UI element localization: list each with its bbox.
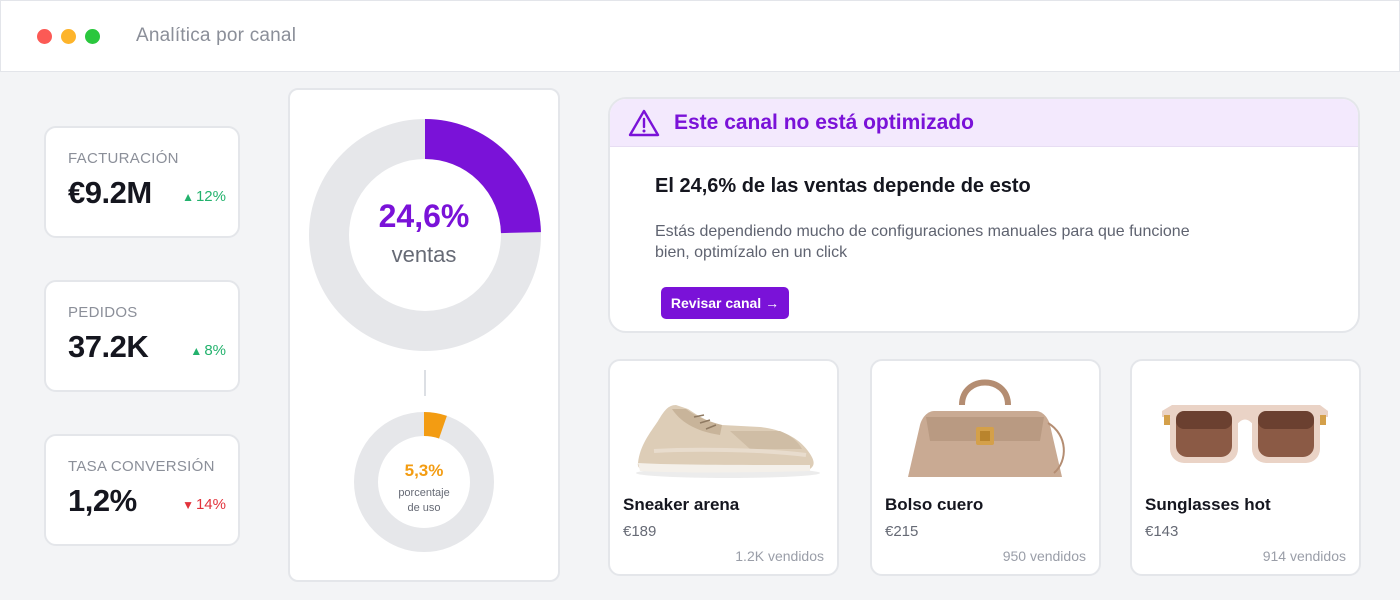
alert-subtitle: El 24,6% de las ventas depende de esto xyxy=(655,175,1031,197)
product-sold-count: 914 vendidos xyxy=(1262,548,1346,564)
kpi-label: PEDIDOS xyxy=(68,304,138,321)
channel-share-panel: 24,6% ventas 5,3% porcentaje de uso xyxy=(288,88,560,582)
product-card-sneaker[interactable]: Sneaker arena €189 1.2K vendidos xyxy=(608,359,839,576)
product-name: Bolso cuero xyxy=(885,495,984,514)
product-price: €189 xyxy=(623,523,657,540)
kpi-card-facturacion[interactable]: FACTURACIÓN €9.2M ▲ 12% xyxy=(44,126,240,238)
optimization-alert-card: Este canal no está optimizado El 24,6% d… xyxy=(608,97,1360,333)
window-controls xyxy=(37,28,100,44)
product-sold-count: 1.2K vendidos xyxy=(735,548,824,564)
kpi-label: TASA CONVERSIÓN xyxy=(68,458,215,475)
alert-body: Estás dependiendo mucho de configuracion… xyxy=(655,223,1190,261)
kpi-card-tasa-conversion[interactable]: TASA CONVERSIÓN 1,2% ▼ 14% xyxy=(44,434,240,546)
product-name: Sneaker arena xyxy=(623,495,740,514)
warning-triangle-icon xyxy=(628,107,660,139)
donut-charts xyxy=(309,119,541,552)
product-card-bolso[interactable]: Bolso cuero €215 950 vendidos xyxy=(870,359,1101,576)
kpi-value: 37.2K xyxy=(68,329,149,364)
alert-title: Este canal no está optimizado xyxy=(674,110,974,134)
window-title: Analítica por canal xyxy=(136,25,297,46)
trend-down-icon: ▼ xyxy=(182,498,194,512)
kpi-value: 1,2% xyxy=(68,483,137,518)
secondary-donut-segment xyxy=(423,412,447,439)
kpi-delta: ▲ 8% xyxy=(190,342,226,359)
product-sold-count: 950 vendidos xyxy=(1002,548,1086,564)
donut-connector xyxy=(424,370,426,396)
product-price: €215 xyxy=(885,523,919,540)
sunglasses-image xyxy=(1162,405,1328,463)
secondary-donut-value: 5,3% xyxy=(404,461,444,480)
kpi-delta: ▼ 14% xyxy=(182,496,226,513)
handbag-image xyxy=(908,379,1065,477)
main-donut-label: ventas xyxy=(391,242,457,267)
main-donut-value: 24,6% xyxy=(378,198,470,234)
main-donut-segment xyxy=(424,119,541,234)
alert-header: Este canal no está optimizado xyxy=(610,99,1358,147)
kpi-value: €9.2M xyxy=(68,175,152,210)
secondary-donut-track xyxy=(354,412,494,552)
minimize-window-button[interactable] xyxy=(61,28,76,44)
trend-up-icon: ▲ xyxy=(182,190,194,204)
window-titlebar: Analítica por canal xyxy=(0,0,1400,72)
trend-up-icon: ▲ xyxy=(190,344,203,358)
kpi-delta: ▲ 12% xyxy=(182,188,226,205)
review-channel-button[interactable]: Revisar canal → xyxy=(661,287,789,319)
maximize-window-button[interactable] xyxy=(85,28,100,44)
product-card-sunglasses[interactable]: Sunglasses hot €143 914 vendidos xyxy=(1130,359,1361,576)
secondary-donut-label: porcentaje de uso xyxy=(398,487,450,514)
close-window-button[interactable] xyxy=(37,28,52,44)
kpi-card-pedidos[interactable]: PEDIDOS 37.2K ▲ 8% xyxy=(44,280,240,392)
product-price: €143 xyxy=(1145,523,1179,540)
kpi-label: FACTURACIÓN xyxy=(68,150,179,167)
product-name: Sunglasses hot xyxy=(1145,495,1271,514)
sneaker-image xyxy=(636,405,820,478)
